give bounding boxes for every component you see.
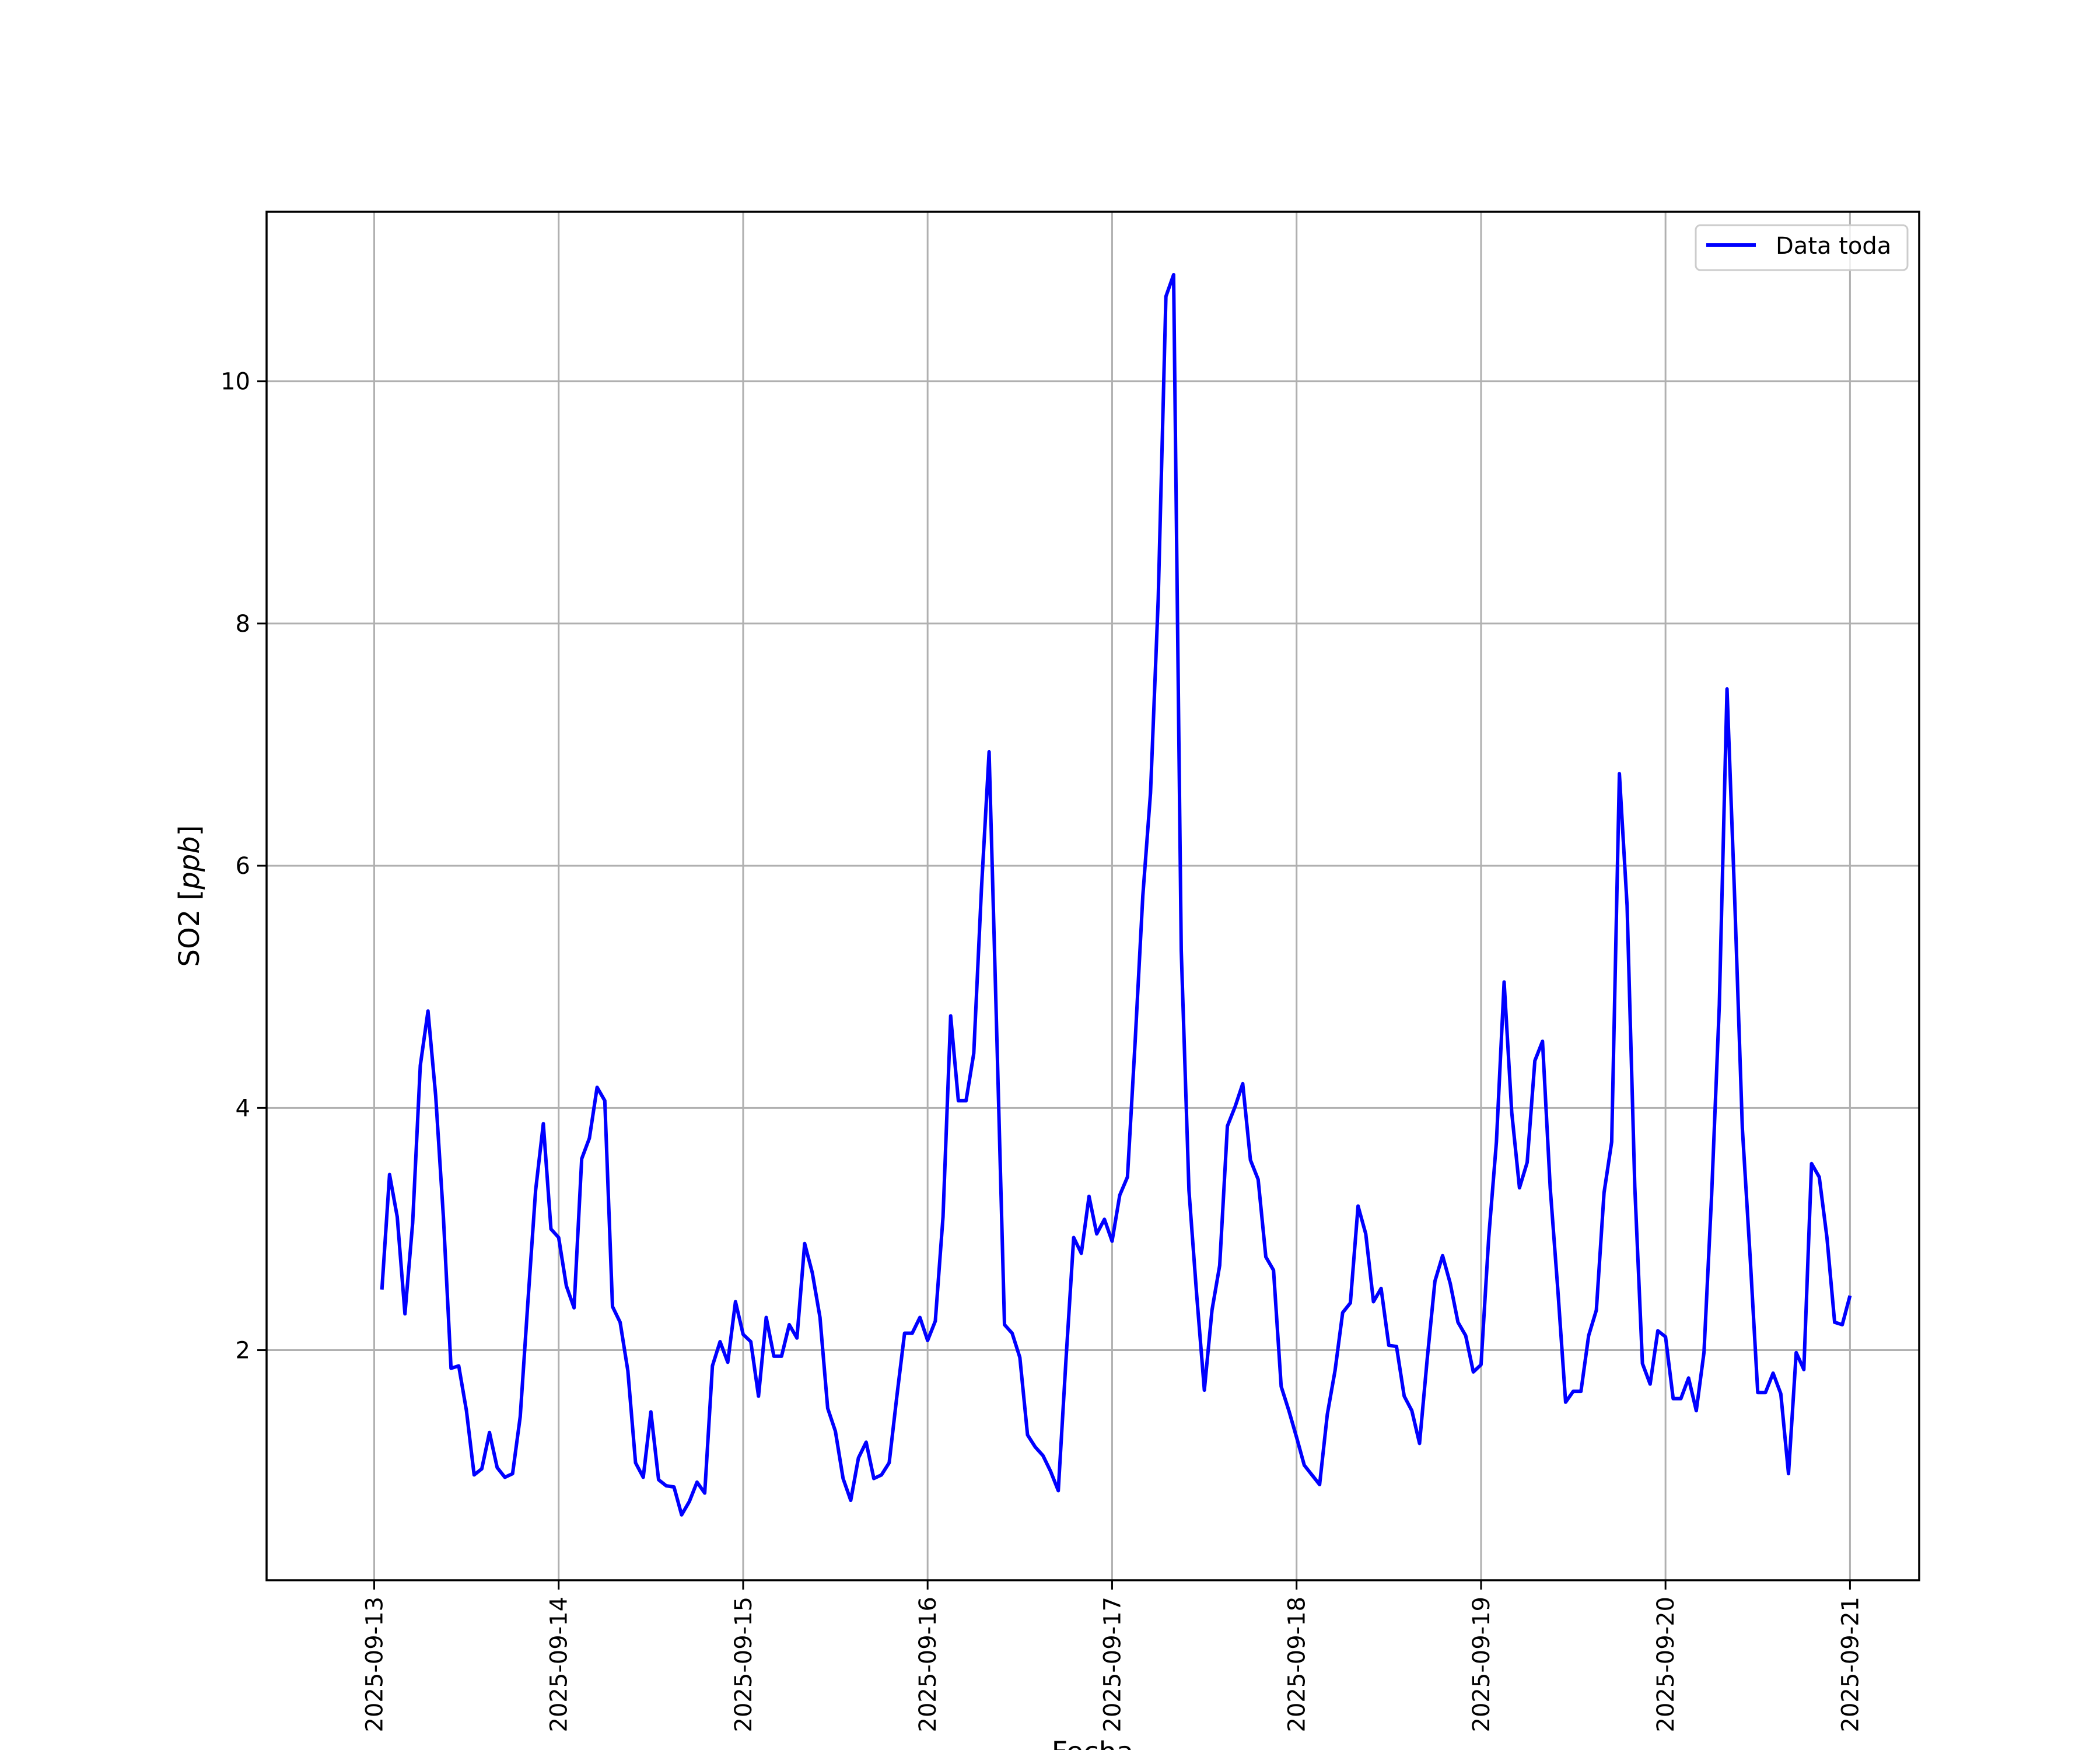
y-tick-label: 2 [236,1338,250,1364]
grid-lines [267,212,1919,1580]
x-tick-label: 2025-09-16 [915,1597,942,1732]
y-tick-label: 4 [236,1095,250,1122]
legend: Data toda [1695,224,1909,271]
x-tick-label: 2025-09-17 [1099,1597,1126,1732]
y-axis-ticks: 2 4 6 8 10 [220,369,267,1364]
x-tick-label: 2025-09-18 [1284,1597,1311,1732]
legend-label: Data toda [1776,233,1891,260]
legend-box [1695,224,1909,271]
plot-frame [265,211,1920,1581]
y-tick-label: 6 [236,853,250,880]
series-layer [380,273,1852,1517]
series-line-data-toda [380,273,1852,1517]
x-axis-label: Fecha [1052,1736,1134,1750]
x-tick-label: 2025-09-21 [1837,1597,1864,1732]
x-axis-ticks: 2025-09-13 2025-09-14 2025-09-15 2025-09-16… [361,1580,1864,1732]
x-tick-label: 2025-09-19 [1468,1597,1495,1732]
x-tick-label: 2025-09-20 [1653,1597,1679,1732]
x-tick-label: 2025-09-15 [730,1597,757,1732]
y-axis-label: SO2 [ppb] [173,825,206,967]
y-tick-label: 8 [236,611,250,638]
x-tick-label: 2025-09-13 [361,1597,388,1732]
y-axis-label-unit: ppb [173,836,206,890]
y-axis-label-close: ] [173,825,206,836]
y-tick-label: 10 [220,369,250,396]
x-tick-label: 2025-09-14 [546,1597,573,1732]
y-axis-label-text: SO2 [ [173,890,206,967]
